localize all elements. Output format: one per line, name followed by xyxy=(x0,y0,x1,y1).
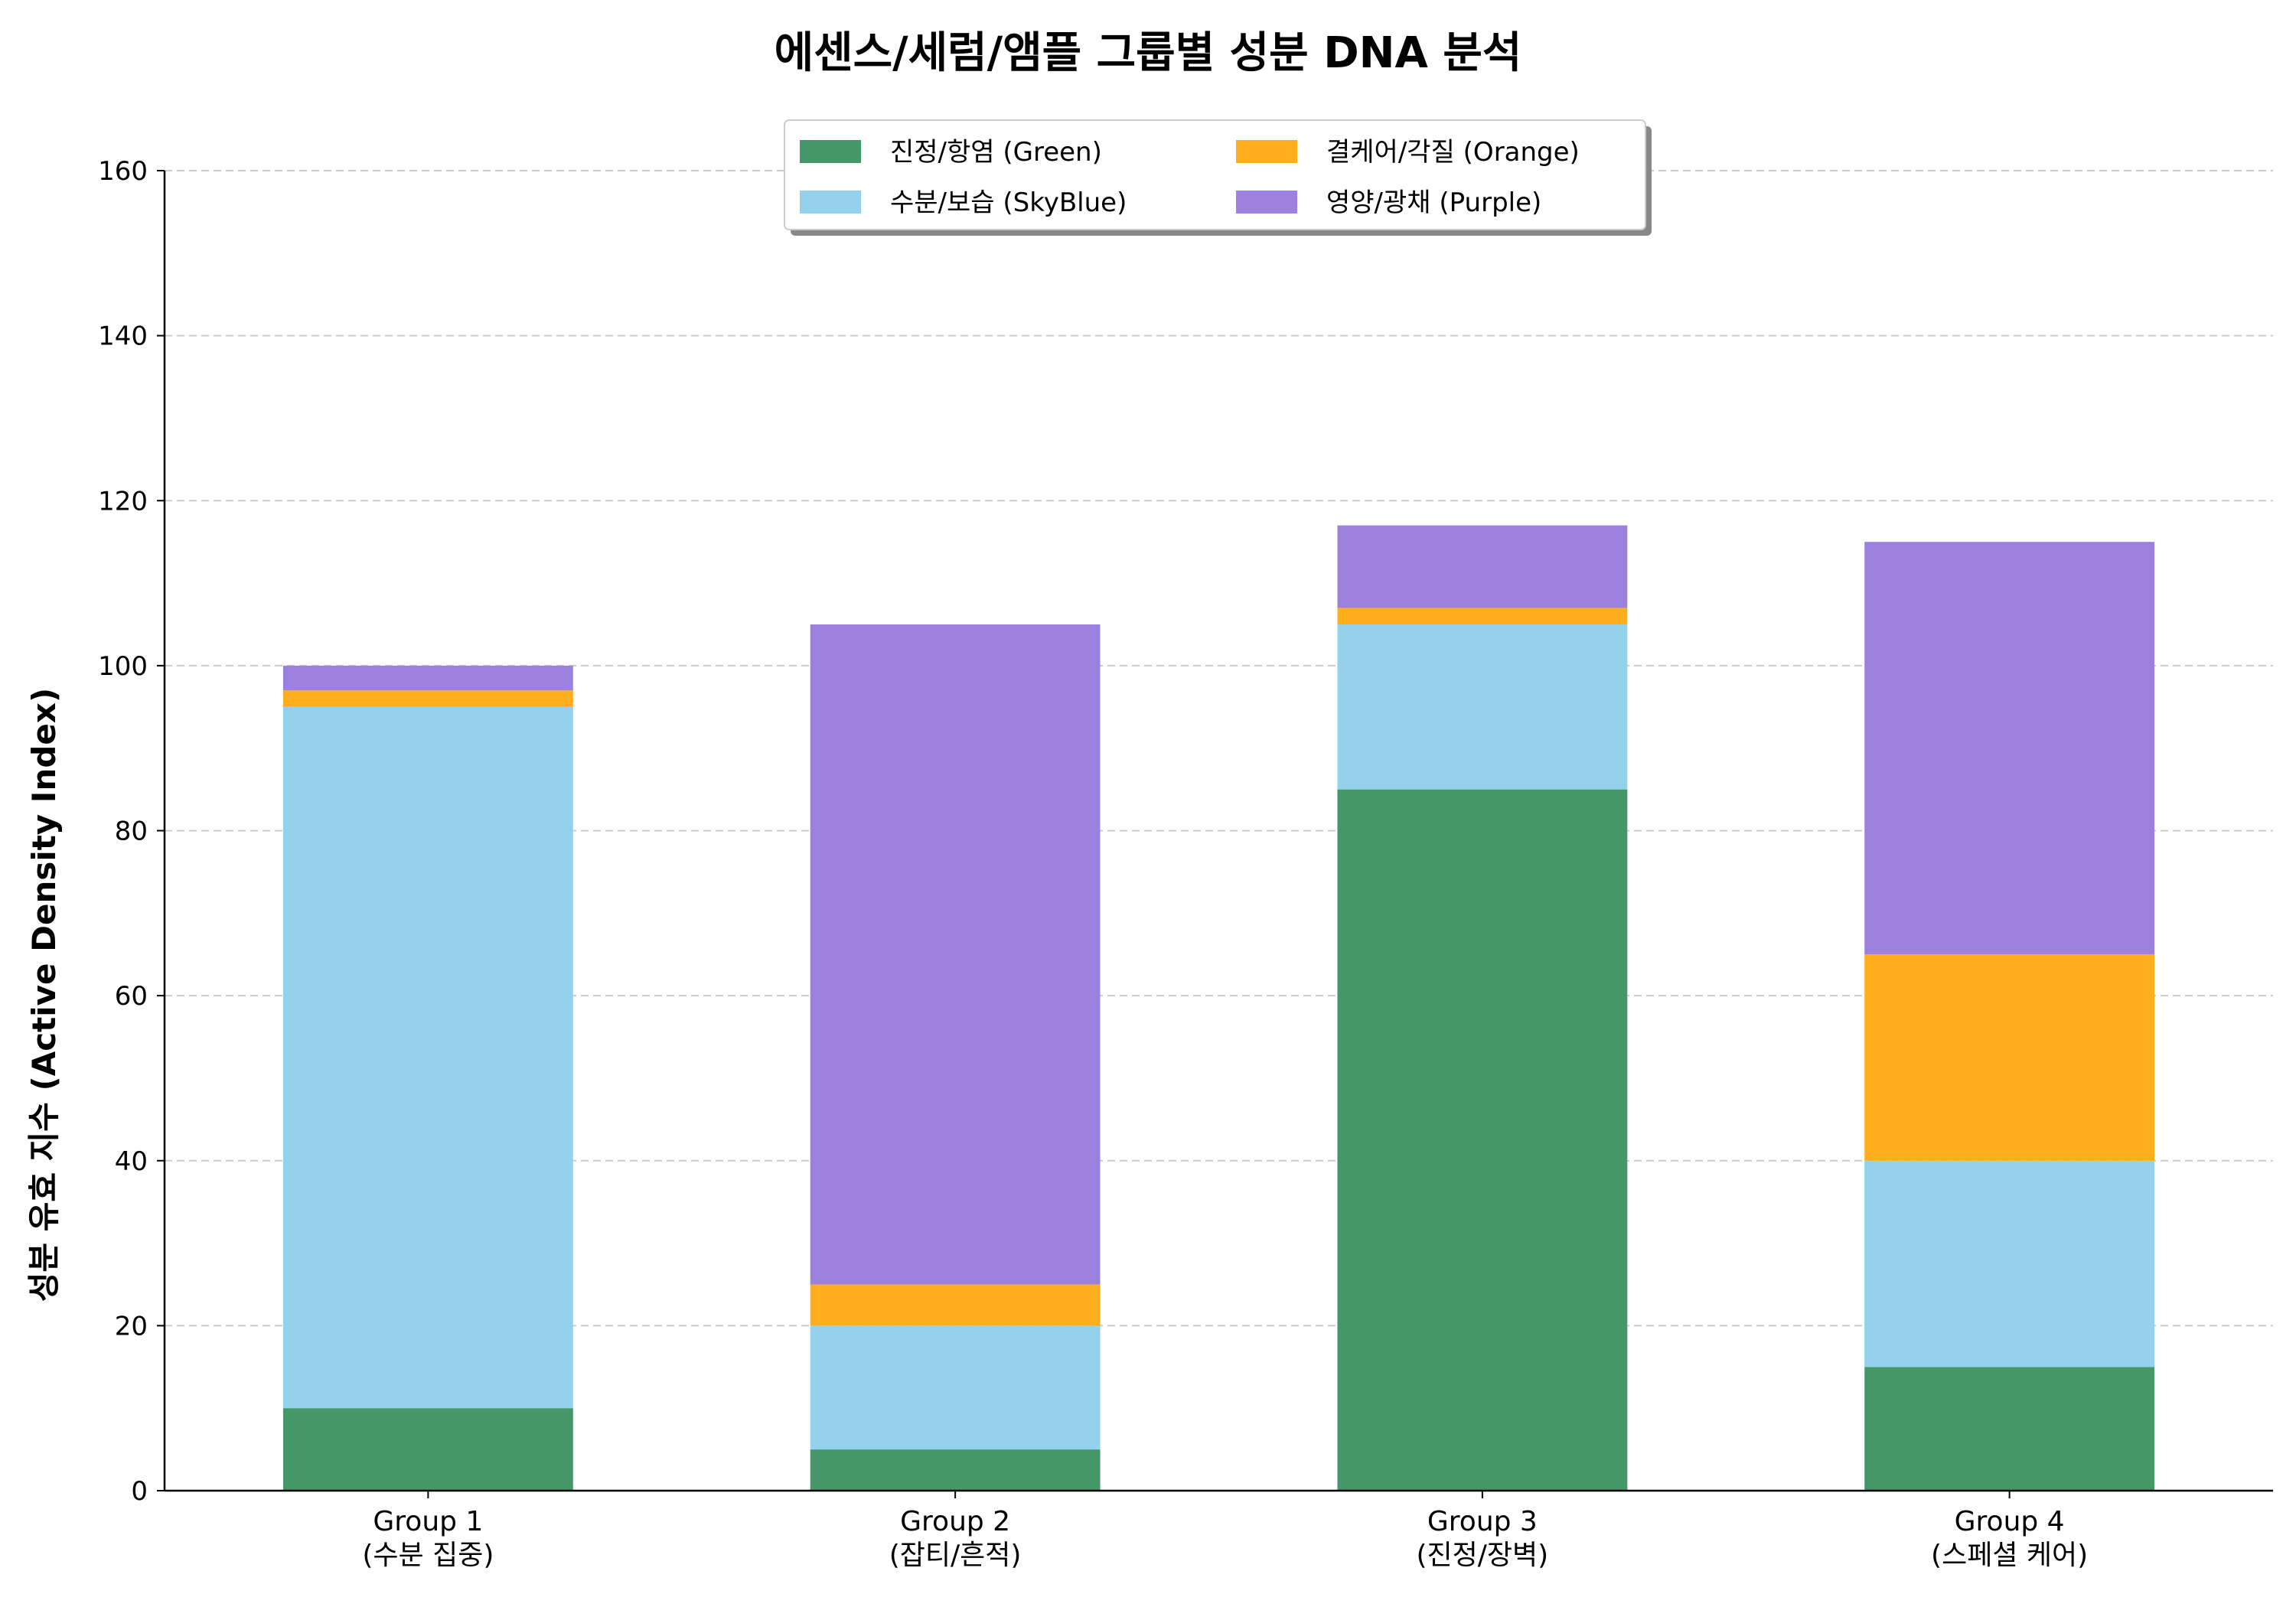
y-tick-label: 120 xyxy=(98,486,148,517)
bar-segment xyxy=(282,706,573,1409)
bar-segment xyxy=(810,1325,1101,1450)
bar-segment xyxy=(282,665,573,691)
legend-swatch xyxy=(1236,191,1297,214)
bar-segment xyxy=(810,1449,1101,1491)
legend: 진정/항염 (Green) 수분/보습 (SkyBlue) 결케어/각질 (Oran… xyxy=(784,119,1652,236)
y-tick-label: 160 xyxy=(98,156,148,187)
bar-segment xyxy=(1337,624,1628,790)
legend-label: 수분/보습 (SkyBlue) xyxy=(890,187,1127,218)
x-tick-label: (수분 집중) xyxy=(362,1540,494,1571)
bar-segment xyxy=(1864,1367,2155,1491)
legend-label: 영양/광채 (Purple) xyxy=(1326,187,1541,218)
bars xyxy=(282,525,2155,1491)
bar-segment xyxy=(1337,525,1628,608)
y-tick-label: 80 xyxy=(115,817,148,847)
legend-label: 결케어/각질 (Orange) xyxy=(1326,137,1580,168)
legend-swatch xyxy=(800,140,861,163)
y-tick-label: 60 xyxy=(115,981,148,1012)
legend-swatch xyxy=(1236,140,1297,163)
y-axis-label: 성분 유효 지수 (Active Density Index) xyxy=(25,688,63,1302)
bar-segment xyxy=(1864,542,2155,955)
y-tick-label: 40 xyxy=(115,1146,148,1177)
x-tick-label: Group 2 xyxy=(900,1506,1010,1537)
bar-segment xyxy=(1864,1160,2155,1367)
x-tick-label: Group 1 xyxy=(373,1506,483,1537)
legend-box xyxy=(784,119,1646,230)
bar-segment xyxy=(282,690,573,707)
legend-swatch xyxy=(800,191,861,214)
bar-segment xyxy=(1864,954,2155,1161)
bar-segment xyxy=(810,1284,1101,1326)
y-tick-label: 140 xyxy=(98,321,148,352)
bar-segment xyxy=(282,1408,573,1491)
x-tick-label: (진정/장벽) xyxy=(1417,1540,1549,1571)
y-tick-label: 0 xyxy=(131,1476,148,1507)
y-tick-label: 20 xyxy=(115,1311,148,1341)
x-tick-label: (스페셜 케어) xyxy=(1931,1540,2088,1571)
bar-segment xyxy=(1337,789,1628,1491)
bar-segment xyxy=(1337,608,1628,624)
bar-segment xyxy=(810,624,1101,1285)
legend-label: 진정/항염 (Green) xyxy=(890,137,1102,168)
x-tick-label: Group 3 xyxy=(1427,1506,1538,1537)
chart-title: 에센스/세럼/앰플 그룹별 성분 DNA 분석 xyxy=(775,28,1522,78)
ticks: 0 20 40 60 80 100 120 140 160 Group 1(수분 집중) Group… xyxy=(98,156,2088,1571)
x-tick-label: (잡티/흔적) xyxy=(889,1540,1022,1571)
y-tick-label: 100 xyxy=(98,651,148,682)
x-tick-label: Group 4 xyxy=(1955,1506,2065,1537)
